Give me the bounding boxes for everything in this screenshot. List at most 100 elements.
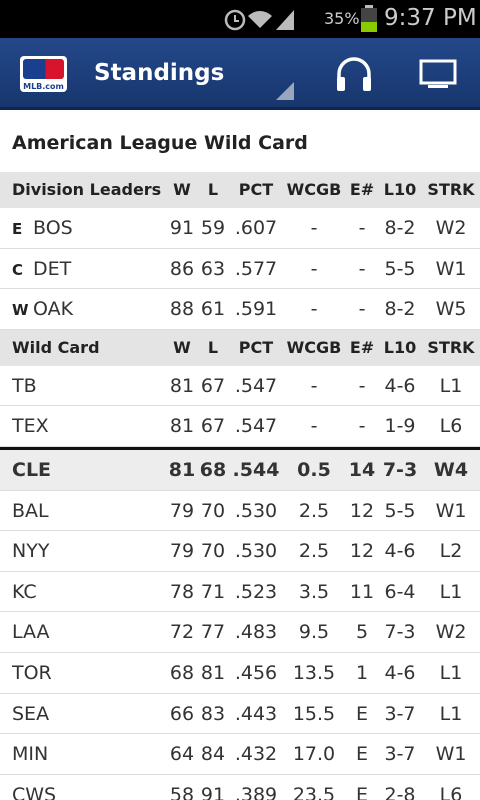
stat-cell: 3.5	[298, 580, 330, 603]
stat-cell: 4-6	[384, 374, 416, 397]
team-row[interactable]: E BOS 91 59.607- -8-2 W2	[0, 208, 480, 249]
stat-cell: 5-5	[384, 499, 416, 522]
stat-cell: -	[310, 217, 318, 239]
status-icons	[224, 9, 294, 31]
stat-cell: 8-2	[384, 298, 416, 321]
stat-cell: W1	[435, 499, 467, 522]
stat-cell: 0.5	[297, 459, 331, 481]
column-header: L	[207, 337, 219, 357]
team-row[interactable]: TEX 81 67.547- -1-9 L6	[0, 406, 480, 447]
stat-cell: 79	[169, 540, 195, 563]
dropdown-indicator	[276, 82, 294, 100]
column-header: W	[173, 180, 191, 199]
stat-cell: -	[310, 374, 318, 397]
stat-cell: 2-8	[384, 783, 416, 800]
stat-cell: 71	[200, 580, 226, 603]
stat-cell: 3-7	[384, 743, 416, 766]
stat-cell: 9.5	[298, 621, 330, 644]
team-row[interactable]: CWS 58 91 .389 23.5 E 2-8 L6	[0, 775, 480, 800]
team-name: CWS	[12, 783, 57, 800]
stat-cell: .523	[234, 580, 278, 603]
stat-cell: .547	[234, 374, 278, 397]
column-header: E#	[349, 337, 375, 357]
team-row[interactable]: KC 78 71 .523 3.5 11 6-4 L1	[0, 572, 480, 613]
separator	[0, 447, 480, 450]
team-row[interactable]: TB 81 67.547- -4-6 L1	[0, 366, 480, 407]
stat-cell: .547	[234, 415, 278, 438]
team-name: CLE	[12, 459, 52, 481]
team-row[interactable]: NYY 79 70 .530 2.5 12 4-6 L2	[0, 531, 480, 572]
stat-cell: L6	[439, 783, 463, 800]
team-name: BOS	[33, 217, 73, 239]
stat-cell: 70	[200, 499, 226, 522]
team-row[interactable]: MIN 64 84 .432 17.0 E 3-7 W1	[0, 734, 480, 775]
team-name: MIN	[12, 743, 49, 766]
team-name: NYY	[12, 540, 50, 563]
stat-cell: 7-3	[382, 459, 418, 481]
logo-text: MLB.com	[23, 82, 64, 91]
stat-cell: 5-5	[384, 257, 416, 280]
stat-cell: 70	[200, 540, 226, 563]
stat-cell: .530	[234, 499, 278, 522]
stat-cell: 78	[169, 580, 195, 603]
team-row[interactable]: W OAK 88 61.591- -8-2 W5	[0, 289, 480, 330]
stat-cell: W5	[435, 298, 467, 321]
group-name: Wild Card	[12, 337, 100, 357]
column-header: STRK	[427, 180, 475, 199]
stat-cell: .530	[234, 540, 278, 563]
column-header: PCT	[238, 180, 274, 199]
stat-cell: 2.5	[298, 499, 330, 522]
team-row[interactable]: C DET 86 63.577- -5-5 W1	[0, 249, 480, 290]
stat-cell: -	[358, 415, 366, 438]
battery-percent: 35%	[324, 9, 360, 28]
stat-cell: 1-9	[384, 415, 416, 438]
team-row[interactable]: LAA 72 77 .483 9.5 5 7-3 W2	[0, 612, 480, 653]
division-letter: E	[12, 220, 23, 238]
column-header: WCGB	[286, 180, 342, 199]
team-name: OAK	[33, 298, 74, 321]
stat-cell: 86	[169, 257, 195, 280]
tv-button[interactable]	[418, 58, 458, 90]
stat-cell: L6	[439, 415, 463, 438]
battery-icon	[361, 5, 377, 32]
column-header: WCGB	[286, 337, 342, 357]
team-row[interactable]: SEA 66 83 .443 15.5 E 3-7 L1	[0, 694, 480, 735]
stat-cell: 88	[169, 298, 195, 321]
stat-cell: 15.5	[292, 702, 336, 725]
stat-cell: 8-2	[384, 217, 416, 239]
stat-cell: 12	[349, 499, 375, 522]
section-title: American League Wild Card	[12, 132, 308, 154]
stat-cell: 7-3	[384, 621, 416, 644]
stat-cell: 1	[355, 662, 369, 684]
group-name: Division Leaders	[12, 180, 162, 199]
logo[interactable]: MLB.com	[20, 56, 67, 92]
stat-cell: 4-6	[384, 662, 416, 684]
team-row[interactable]: TOR 68 81 .456 13.5 1 4-6 L1	[0, 653, 480, 694]
stat-cell: .544	[232, 459, 280, 481]
stat-cell: .607	[234, 217, 278, 239]
column-header: W	[173, 337, 191, 357]
team-name: KC	[12, 580, 37, 603]
stat-cell: 59	[200, 217, 226, 239]
stat-cell: -	[358, 217, 366, 239]
stat-cell: 81	[169, 374, 195, 397]
division-letter: C	[12, 260, 24, 279]
stat-cell: 63	[200, 257, 226, 280]
stat-cell: .483	[234, 621, 278, 644]
team-row[interactable]: CLE 81 68.544 0.5 14 7-3 W4	[0, 450, 480, 491]
stat-cell: .591	[234, 298, 278, 321]
screen-title[interactable]: Standings	[94, 60, 225, 86]
team-row[interactable]: BAL 79 70 .530 2.5 12 5-5 W1	[0, 491, 480, 532]
stat-cell: 64	[169, 743, 195, 766]
stat-cell: E	[355, 743, 369, 766]
stat-cell: 6-4	[384, 580, 416, 603]
stat-cell: 83	[200, 702, 226, 725]
status-bar: 35% 9:37 PM	[0, 0, 480, 38]
stat-cell: .389	[234, 783, 278, 800]
column-header: L10	[383, 180, 417, 199]
stat-cell: W1	[435, 743, 467, 766]
audio-button[interactable]	[334, 54, 374, 94]
stat-cell: E	[355, 702, 369, 725]
stat-cell: -	[358, 298, 366, 321]
column-header: PCT	[238, 337, 274, 357]
